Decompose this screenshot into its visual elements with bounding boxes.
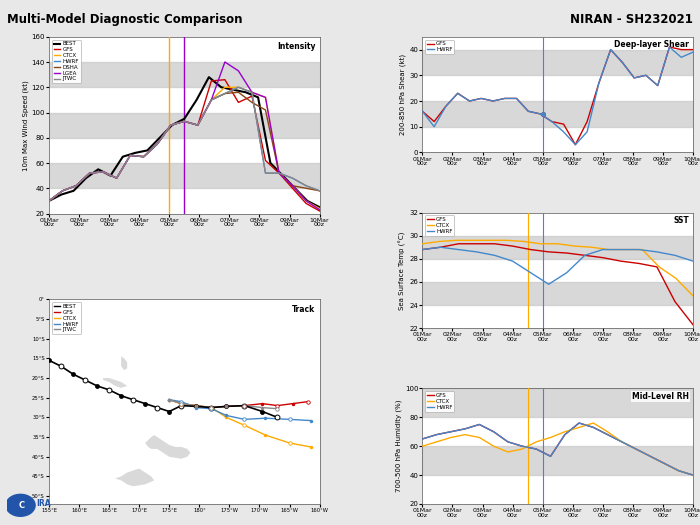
Bar (422, 446, 693, 475)
Y-axis label: 200-850 hPa Shear (kt): 200-850 hPa Shear (kt) (400, 54, 407, 135)
Polygon shape (19, 394, 49, 431)
Text: Track: Track (293, 306, 316, 314)
Text: Intensity: Intensity (277, 42, 316, 51)
Bar (422, 49, 693, 75)
Y-axis label: 700-500 hPa Humidity (%): 700-500 hPa Humidity (%) (395, 400, 402, 492)
Bar (49, 163, 320, 188)
Bar (422, 388, 693, 417)
Text: NIRAN - SH232021: NIRAN - SH232021 (570, 13, 693, 26)
Polygon shape (145, 435, 190, 459)
Polygon shape (121, 356, 127, 370)
Text: SST: SST (673, 216, 689, 225)
Bar (49, 112, 320, 138)
Polygon shape (115, 469, 154, 486)
Bar (422, 282, 693, 305)
Legend: BEST, GFS, CTCX, HWRF, DSHA, LGEA, JTWC: BEST, GFS, CTCX, HWRF, DSHA, LGEA, JTWC (52, 39, 81, 83)
Bar (422, 101, 693, 127)
Legend: GFS, CTCX, HWRF: GFS, CTCX, HWRF (425, 391, 454, 412)
Text: Deep-layer Shear: Deep-layer Shear (614, 40, 689, 49)
Text: Multi-Model Diagnostic Comparison: Multi-Model Diagnostic Comparison (7, 13, 242, 26)
Text: Mid-Level RH: Mid-Level RH (632, 392, 689, 401)
Legend: GFS, CTCX, HWRF: GFS, CTCX, HWRF (425, 215, 454, 236)
Circle shape (6, 495, 35, 516)
Legend: BEST, GFS, CTCX, HWRF, JTWC: BEST, GFS, CTCX, HWRF, JTWC (52, 302, 81, 334)
Y-axis label: 10m Max Wind Speed (kt): 10m Max Wind Speed (kt) (22, 80, 29, 171)
Legend: GFS, HWRF: GFS, HWRF (425, 39, 454, 54)
Bar (49, 62, 320, 87)
Text: IRA: IRA (36, 499, 50, 508)
Polygon shape (103, 378, 127, 388)
Y-axis label: Sea Surface Temp (°C): Sea Surface Temp (°C) (399, 231, 407, 310)
Bar (422, 236, 693, 259)
Text: C: C (19, 501, 24, 510)
